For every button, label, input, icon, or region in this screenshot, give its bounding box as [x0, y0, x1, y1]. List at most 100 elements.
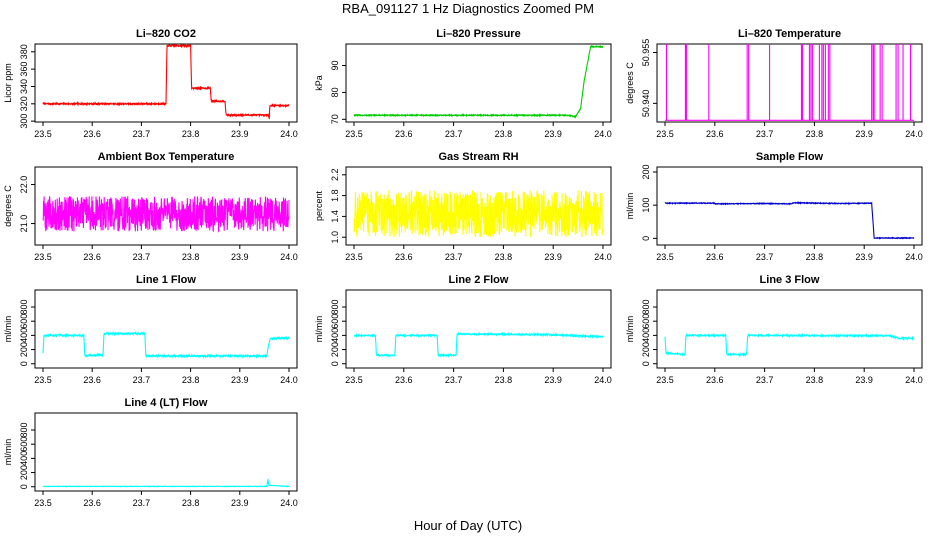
x-tick-label: 23.9: [231, 498, 249, 508]
x-tick-label: 23.5: [345, 252, 363, 262]
x-axis-title: Hour of Day (UTC): [413, 518, 523, 533]
y-axis-label: kPa: [314, 75, 324, 91]
chart-panel: Li–820 Pressure kPa 23.5 23.6 23.7 23.8 23.9 24…: [314, 28, 612, 139]
y-tick-label: 340: [19, 79, 29, 94]
plot-frame: [34, 166, 298, 246]
y-tick-label: 600: [19, 437, 29, 452]
y-axis-label: ml/min: [314, 316, 324, 343]
y-tick-label: 200: [19, 465, 29, 480]
x-tick-label: 23.6: [83, 129, 101, 139]
x-tick-label: 23.8: [182, 375, 200, 385]
chart-panel: Li–820 CO2 Licor ppm 23.5 23.6 23.7 23.8 23.9 2…: [3, 28, 298, 139]
panel-title: Li–820 Pressure: [436, 28, 520, 40]
x-tick-label: 23.8: [806, 129, 824, 139]
figure-title: RBA_091127 1 Hz Diagnostics Zoomed PM: [342, 1, 594, 16]
y-tick-label: 2.2: [330, 169, 340, 182]
x-tick-label: 23.6: [83, 375, 101, 385]
x-tick-label: 24.0: [280, 375, 298, 385]
x-tick-label: 23.9: [231, 375, 249, 385]
y-tick-label: 400: [19, 328, 29, 343]
y-tick-label: 0: [330, 361, 340, 366]
x-tick-label: 23.7: [756, 375, 774, 385]
plot-frame: [656, 43, 923, 123]
x-tick-label: 23.5: [345, 375, 363, 385]
x-tick-label: 23.9: [544, 375, 562, 385]
x-tick-label: 23.7: [133, 498, 151, 508]
x-tick-label: 23.8: [182, 252, 200, 262]
y-tick-label: 0: [19, 361, 29, 366]
x-tick-label: 23.6: [706, 252, 724, 262]
x-tick-label: 23.8: [495, 252, 513, 262]
plot-frame: [656, 289, 923, 369]
y-tick-label: 90: [330, 61, 340, 71]
y-axis-label: ml/min: [3, 316, 13, 343]
x-tick-label: 23.5: [345, 129, 363, 139]
x-tick-label: 23.9: [544, 252, 562, 262]
y-axis-label: degrees C: [625, 62, 635, 104]
y-tick-label: 800: [641, 300, 651, 315]
x-tick-label: 24.0: [905, 129, 923, 139]
y-tick-label: 0: [19, 484, 29, 489]
x-tick-label: 23.6: [706, 129, 724, 139]
y-axis-label: ml/min: [625, 193, 635, 220]
chart-panel: Line 4 (LT) Flow ml/min 23.5 23.6 23.7 23.8 23…: [3, 397, 298, 508]
y-tick-label: 22.0: [19, 176, 29, 194]
series-line: [664, 201, 915, 240]
y-tick-label: 50.955: [641, 39, 651, 67]
x-tick-label: 24.0: [905, 252, 923, 262]
panel-title: Line 2 Flow: [449, 274, 509, 286]
y-axis-label: ml/min: [625, 316, 635, 343]
y-tick-label: 200: [641, 342, 651, 357]
y-tick-label: 21.0: [19, 215, 29, 233]
x-tick-label: 24.0: [594, 375, 612, 385]
plot-frame: [34, 412, 298, 492]
x-tick-label: 23.7: [133, 375, 151, 385]
x-tick-label: 23.8: [806, 252, 824, 262]
chart-panel: Line 1 Flow ml/min 23.5 23.6 23.7 23.8 23.9 24.…: [3, 274, 298, 385]
chart-panel: Line 2 Flow ml/min 23.5 23.6 23.7 23.8 23.9 24.…: [314, 274, 612, 385]
panel-title: Li–820 CO2: [136, 28, 196, 40]
y-tick-label: 600: [19, 314, 29, 329]
plot-frame: [34, 289, 298, 369]
chart-panel: Line 3 Flow ml/min 23.5 23.6 23.7 23.8 23.9 24.…: [625, 274, 923, 385]
x-tick-label: 23.7: [756, 129, 774, 139]
x-tick-label: 23.7: [133, 129, 151, 139]
x-tick-label: 23.7: [133, 252, 151, 262]
y-tick-label: 200: [330, 342, 340, 357]
x-tick-label: 23.5: [34, 375, 52, 385]
x-tick-label: 23.8: [495, 375, 513, 385]
y-tick-label: 1.4: [330, 210, 340, 223]
x-tick-label: 23.8: [806, 375, 824, 385]
x-tick-label: 24.0: [280, 252, 298, 262]
plot-frame: [345, 43, 612, 123]
x-tick-label: 24.0: [594, 129, 612, 139]
chart-panel: Li–820 Temperature degrees C 23.5 23.6 23.7 2…: [625, 28, 923, 139]
chart-panel: Sample Flow ml/min 23.5 23.6 23.7 23.8 23.9 24.…: [625, 151, 923, 262]
x-tick-label: 23.9: [855, 252, 873, 262]
series-line: [353, 44, 604, 119]
panel-title: Gas Stream RH: [438, 151, 518, 163]
y-axis-label: Licor ppm: [3, 63, 13, 103]
y-tick-label: 400: [19, 451, 29, 466]
y-tick-label: 800: [19, 423, 29, 438]
series-line: [42, 44, 290, 120]
x-tick-label: 23.8: [182, 129, 200, 139]
plot-frame: [345, 289, 612, 369]
x-tick-label: 24.0: [594, 252, 612, 262]
x-tick-label: 23.5: [656, 129, 674, 139]
series-line: [42, 196, 290, 233]
chart-panel: Ambient Box Temperature degrees C 23.5 23.6…: [3, 151, 298, 262]
y-tick-label: 100: [641, 198, 651, 213]
x-tick-label: 23.7: [445, 252, 463, 262]
y-tick-label: 600: [330, 314, 340, 329]
chart-panel: Gas Stream RH percent 23.5 23.6 23.7 23.8 23.9…: [314, 151, 612, 262]
y-tick-label: 320: [19, 96, 29, 111]
y-tick-label: 0: [641, 361, 651, 366]
plot-frame: [345, 166, 612, 246]
panel-title: Ambient Box Temperature: [98, 151, 235, 163]
y-axis-label: degrees C: [3, 185, 13, 227]
y-tick-label: 0: [641, 236, 651, 241]
y-tick-label: 380: [19, 44, 29, 59]
y-tick-label: 70: [330, 114, 340, 124]
x-tick-label: 23.5: [656, 375, 674, 385]
